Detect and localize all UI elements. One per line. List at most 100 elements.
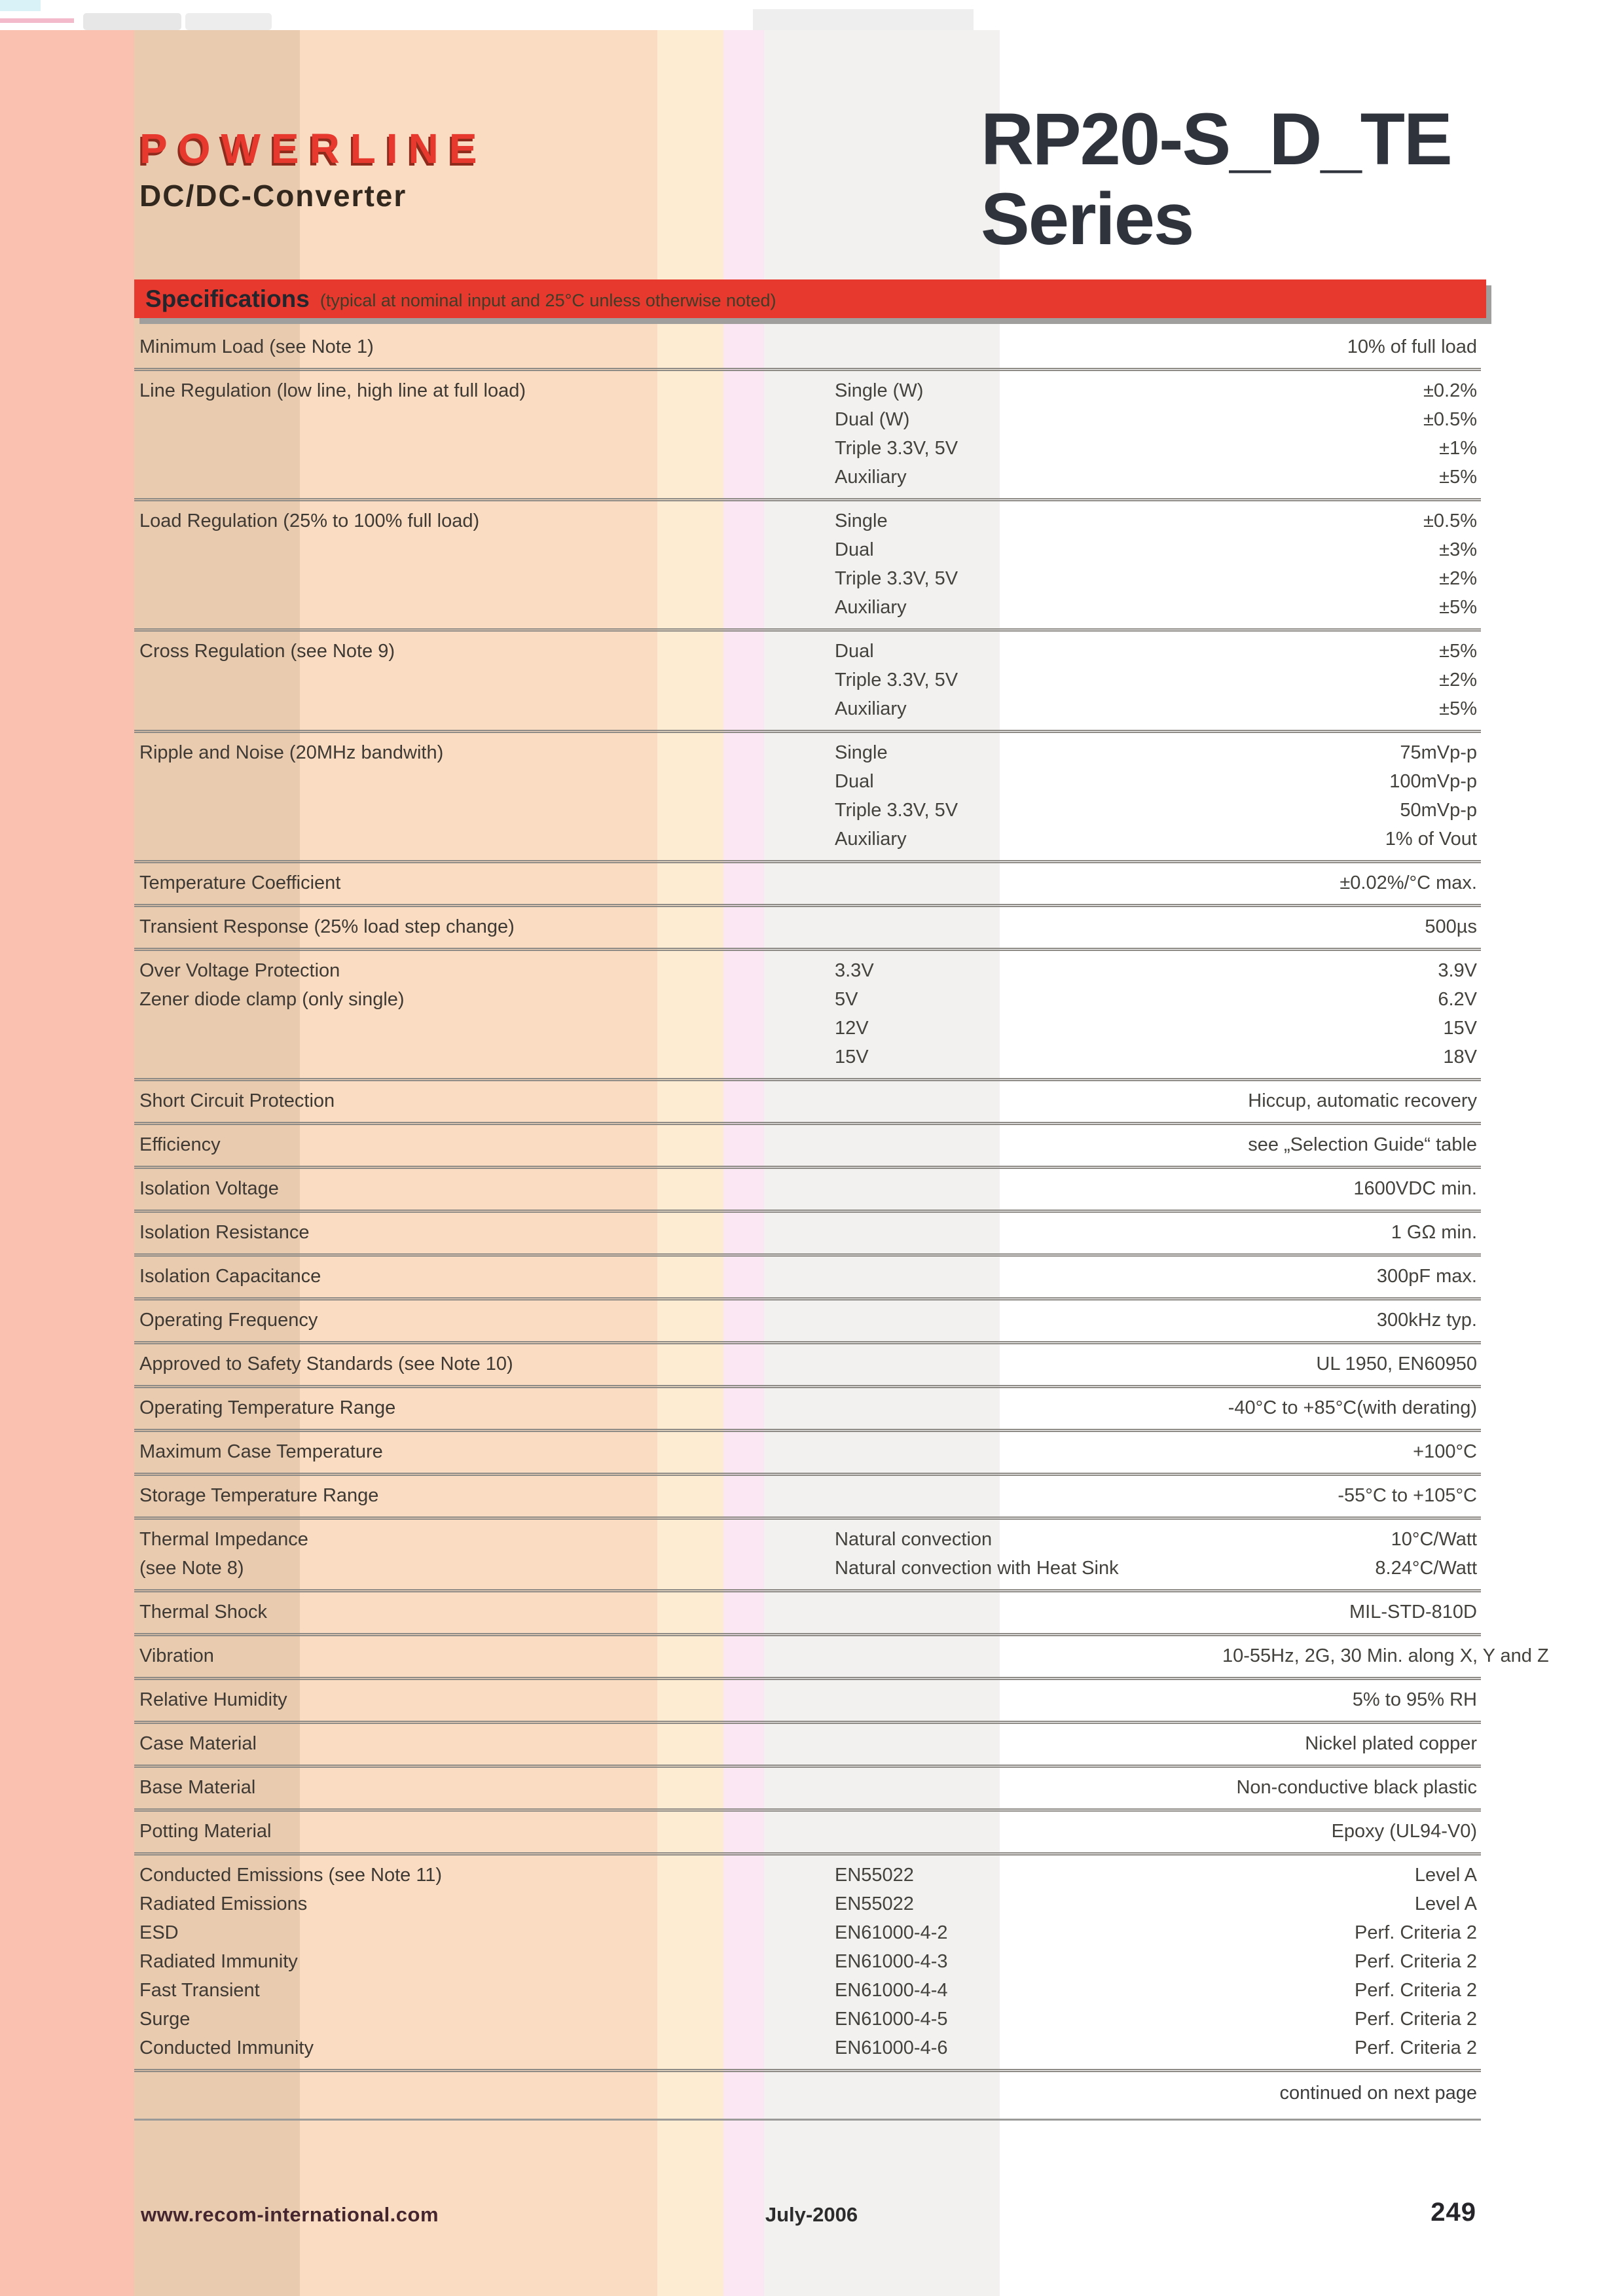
spec-condition: EN61000-4-2 [835,1922,948,1943]
spec-value: Level A [1414,1864,1477,1886]
spec-row: Conducted Emissions (see Note 11) EN55022… [134,1861,1481,1890]
spec-row: ESD EN61000-4-2 Perf. Criteria 2 [134,1918,1481,1947]
spec-condition: Single [835,510,888,531]
spec-label: Base Material [139,1776,256,1798]
spec-row: Dual 100mVp-p [134,767,1481,796]
spec-condition: Natural convection with Heat Sink [835,1557,1119,1579]
brand-subtitle: DC/DC-Converter [139,179,407,213]
spec-value: -55°C to +105°C [1338,1484,1477,1506]
spec-group: Base Material Non-conductive black plasti… [134,1768,1481,1812]
spec-label: (see Note 8) [139,1557,244,1579]
spec-value: ±1% [1439,437,1477,459]
spec-group: Isolation Resistance 1 GΩ min. [134,1213,1481,1257]
spec-row: Triple 3.3V, 5V ±1% [134,434,1481,463]
spec-row: 12V 15V [134,1014,1481,1043]
spec-label: Short Circuit Protection [139,1090,335,1111]
spec-group: Thermal Shock MIL-STD-810D [134,1592,1481,1636]
spec-label: Temperature Coefficient [139,872,341,893]
spec-row: Triple 3.3V, 5V 50mVp-p [134,796,1481,825]
spec-label: Storage Temperature Range [139,1484,379,1506]
spec-group: Load Regulation (25% to 100% full load) S… [134,501,1481,632]
spec-value: 500µs [1425,916,1477,937]
spec-group: Thermal Impedance Natural convection 10°C/… [134,1520,1481,1592]
brand-logo: POWERLINE [139,125,488,172]
spec-row: (see Note 8) Natural convection with Heat… [134,1554,1481,1583]
spec-row: Auxiliary 1% of Vout [134,825,1481,853]
spec-label: Minimum Load (see Note 1) [139,336,374,357]
spec-value: 1 GΩ min. [1391,1221,1477,1243]
spec-group: Efficiency see „Selection Guide“ table [134,1125,1481,1169]
spec-row: Operating Frequency 300kHz typ. [134,1306,1481,1335]
spec-row: Line Regulation (low line, high line at … [134,376,1481,405]
scan-artifact [185,13,272,30]
scan-artifact [753,9,974,30]
stripe-gray [764,0,1000,2296]
spec-row: Short Circuit Protection Hiccup, automati… [134,1086,1481,1115]
stripe-tan [134,0,300,2296]
page-title: RP20-S_D_TE Series [981,99,1453,260]
spec-value: Perf. Criteria 2 [1355,1950,1477,1972]
spec-condition: EN61000-4-3 [835,1950,948,1972]
spec-value: 100mVp-p [1389,770,1477,792]
spec-value: Perf. Criteria 2 [1355,1979,1477,2001]
spec-condition: EN61000-4-4 [835,1979,948,2001]
spec-condition: Triple 3.3V, 5V [835,669,958,691]
spec-row: Relative Humidity 5% to 95% RH [134,1685,1481,1714]
spec-label: Thermal Shock [139,1601,268,1623]
spec-value: ±0.5% [1423,510,1477,531]
spec-value: 300pF max. [1376,1265,1477,1287]
spec-condition: Triple 3.3V, 5V [835,437,958,459]
spec-group: Operating Frequency 300kHz typ. [134,1300,1481,1344]
spec-value: -40°C to +85°C(with derating) [1228,1397,1477,1418]
spec-group: Temperature Coefficient ±0.02%/°C max. [134,863,1481,907]
spec-value: MIL-STD-810D [1349,1601,1477,1623]
spec-condition: Auxiliary [835,828,907,850]
spec-condition: Auxiliary [835,698,907,719]
spec-value: 10-55Hz, 2G, 30 Min. along X, Y and Z [1222,1645,1549,1666]
spec-value: 5% to 95% RH [1352,1689,1477,1710]
spec-label: Isolation Voltage [139,1177,279,1199]
spec-condition: EN61000-4-6 [835,2037,948,2058]
spec-label: Relative Humidity [139,1689,287,1710]
spec-label: Surge [139,2008,191,2030]
spec-group: Relative Humidity 5% to 95% RH [134,1680,1481,1724]
spec-row: Isolation Resistance 1 GΩ min. [134,1218,1481,1247]
top-scan-band [0,0,1002,30]
page-title-line2: Series [981,178,1194,260]
spec-row: Dual (W) ±0.5% [134,405,1481,434]
spec-condition: Single [835,742,888,763]
spec-value: 10% of full load [1347,336,1477,357]
spec-group: Isolation Capacitance 300pF max. [134,1257,1481,1300]
spec-value: ±5% [1439,596,1477,618]
stripe-salmon [0,0,134,2296]
stripe-pink [723,0,764,2296]
spec-value: ±2% [1439,669,1477,691]
spec-value: 1600VDC min. [1353,1177,1477,1199]
stripe-cream [657,0,723,2296]
spec-row: Auxiliary ±5% [134,694,1481,723]
spec-condition: Dual [835,770,874,792]
spec-row: Transient Response (25% load step change… [134,912,1481,941]
spec-condition: Dual [835,539,874,560]
spec-label: Transient Response (25% load step change… [139,916,515,937]
spec-row: Load Regulation (25% to 100% full load) S… [134,507,1481,535]
spec-groups: Minimum Load (see Note 1) 10% of full loa… [134,327,1549,2072]
spec-value: ±2% [1439,567,1477,589]
spec-row: Isolation Capacitance 300pF max. [134,1262,1481,1291]
spec-value: see „Selection Guide“ table [1248,1134,1477,1155]
spec-value: Level A [1414,1893,1477,1914]
spec-label: Efficiency [139,1134,221,1155]
spec-condition: EN55022 [835,1893,914,1914]
spec-label: Vibration [139,1645,214,1666]
spec-row: Ripple and Noise (20MHz bandwith) Single 7… [134,738,1481,767]
spec-row: Potting Material Epoxy (UL94-V0) [134,1817,1481,1846]
spec-value: Perf. Criteria 2 [1355,1922,1477,1943]
spec-row: Operating Temperature Range -40°C to +85°… [134,1393,1481,1422]
spec-label: Line Regulation (low line, high line at … [139,380,526,401]
spec-group: Line Regulation (low line, high line at … [134,371,1481,501]
spec-label: Zener diode clamp (only single) [139,988,405,1010]
spec-row: Efficiency see „Selection Guide“ table [134,1130,1481,1159]
spec-label: Potting Material [139,1820,272,1842]
spec-label: ESD [139,1922,179,1943]
